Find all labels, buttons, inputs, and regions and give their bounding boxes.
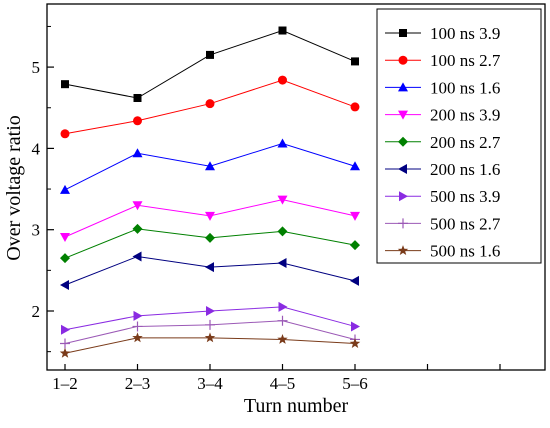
data-point (60, 184, 70, 194)
legend-item: 200 ns 2.7 (385, 133, 501, 152)
legend-label: 100 ns 2.7 (430, 51, 501, 70)
legend-label: 500 ns 2.7 (430, 214, 501, 233)
x-tick-label: 5–6 (342, 374, 368, 393)
legend-marker (397, 245, 409, 256)
legend-item: 200 ns 1.6 (385, 160, 500, 179)
data-point (59, 347, 71, 358)
legend-item: 100 ns 3.9 (385, 24, 500, 43)
legend-item: 100 ns 1.6 (385, 78, 500, 97)
data-point (60, 129, 70, 139)
data-point (206, 306, 215, 316)
y-tick-label: 5 (32, 58, 41, 77)
data-point (351, 321, 360, 332)
data-point (350, 161, 360, 171)
data-point (277, 195, 288, 205)
series-line (64, 256, 356, 286)
data-point (206, 50, 214, 59)
y-axis-label: Over voltage ratio (3, 115, 25, 261)
data-point (350, 211, 360, 221)
data-point (133, 93, 142, 102)
legend-marker (399, 29, 407, 37)
data-point (132, 332, 143, 343)
x-tick-label: 1–2 (52, 374, 78, 393)
data-point (351, 57, 359, 66)
legend-marker (398, 82, 408, 92)
legend-label: 500 ns 1.6 (430, 242, 500, 261)
data-point (205, 161, 215, 171)
data-point (205, 211, 215, 221)
series-markers (59, 26, 361, 358)
data-point (60, 233, 70, 243)
y-tick-label: 2 (32, 302, 41, 321)
series-line (64, 29, 356, 99)
data-point (60, 253, 70, 264)
legend-label: 200 ns 1.6 (430, 160, 500, 179)
series-line (64, 337, 356, 354)
legend-item: 200 ns 3.9 (385, 106, 500, 125)
legend-marker (398, 136, 408, 147)
x-axis-label: Turn number (244, 395, 349, 417)
data-point (277, 333, 288, 344)
data-point (132, 251, 142, 262)
data-point (277, 315, 288, 326)
data-point (278, 26, 287, 35)
legend-marker (398, 110, 408, 120)
axis-ticks: 1–2 2–3 3–4 4–5 5–6 2 3 4 5 (32, 25, 501, 393)
legend-item: 500 ns 2.7 (385, 214, 501, 233)
data-point (204, 332, 216, 343)
data-point (60, 338, 70, 349)
data-point (350, 102, 360, 112)
legend-label: 200 ns 3.9 (430, 106, 500, 125)
legend-item: 100 ns 2.7 (385, 51, 501, 70)
x-tick-label: 4–5 (270, 374, 296, 393)
data-point (205, 319, 215, 330)
data-point (133, 310, 143, 321)
data-point (277, 138, 288, 148)
data-point (61, 324, 70, 335)
plot-frame (46, 3, 546, 371)
data-point (278, 301, 288, 312)
x-tick-label: 3–4 (197, 374, 223, 393)
data-point (277, 226, 288, 237)
legend-marker (398, 164, 407, 174)
data-point (133, 116, 142, 126)
legend-label: 200 ns 2.7 (430, 133, 501, 152)
legend: 100 ns 3.9 100 ns 2.7 100 ns 1.6 200 ns 3.9… (376, 8, 542, 264)
data-point (132, 321, 143, 332)
data-point (132, 201, 143, 211)
data-point (132, 223, 143, 234)
data-point (350, 275, 359, 286)
data-point (349, 338, 361, 348)
data-point (205, 99, 215, 109)
legend-marker (398, 218, 408, 229)
data-point (205, 232, 215, 243)
data-point (205, 262, 214, 273)
y-tick-label: 3 (32, 221, 41, 240)
legend-marker (398, 55, 408, 65)
data-point (132, 148, 143, 158)
legend-item: 500 ns 1.6 (385, 242, 500, 261)
x-tick-label: 2–3 (125, 374, 151, 393)
data-point (278, 75, 287, 85)
data-point (277, 258, 287, 269)
y-tick-label: 4 (32, 139, 41, 158)
legend-label: 100 ns 3.9 (430, 24, 500, 43)
legend-label: 500 ns 3.9 (430, 187, 500, 206)
legend-frame (376, 8, 542, 264)
series-lines (64, 29, 356, 354)
legend-item: 500 ns 3.9 (385, 187, 500, 206)
legend-label: 100 ns 1.6 (430, 78, 500, 97)
data-point (60, 279, 69, 290)
data-point (350, 240, 360, 251)
legend-marker (399, 191, 408, 202)
data-point (61, 80, 69, 89)
